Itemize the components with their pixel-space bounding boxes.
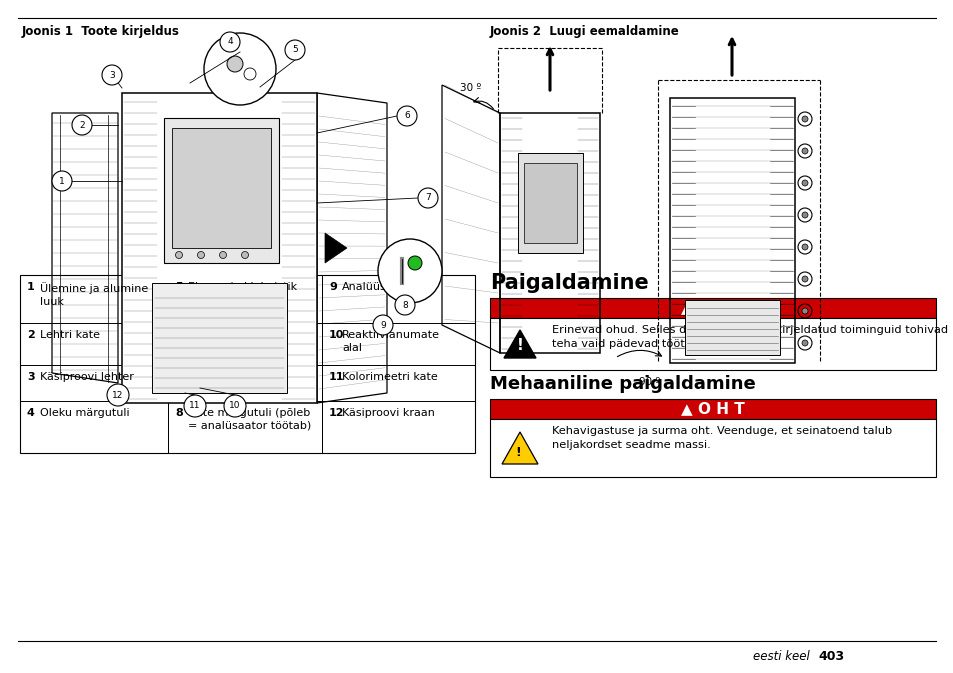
Text: 1: 1 (27, 282, 34, 292)
Polygon shape (503, 330, 536, 358)
Text: 7: 7 (174, 372, 183, 382)
Circle shape (801, 116, 807, 122)
Text: Ülemine ja alumine
luuk: Ülemine ja alumine luuk (40, 282, 148, 307)
Text: ▲ O H T: ▲ O H T (680, 301, 744, 316)
Circle shape (184, 395, 206, 417)
Circle shape (801, 308, 807, 314)
Text: 403: 403 (817, 649, 843, 662)
Text: Joonis 2  Luugi eemaldamine: Joonis 2 Luugi eemaldamine (490, 25, 679, 38)
Text: Joonis 1  Toote kirjeldus: Joonis 1 Toote kirjeldus (22, 25, 180, 38)
Circle shape (801, 148, 807, 154)
Circle shape (285, 40, 305, 60)
Circle shape (801, 244, 807, 250)
Circle shape (801, 180, 807, 186)
Circle shape (71, 115, 91, 135)
Text: 6: 6 (174, 330, 183, 340)
Text: 7: 7 (425, 194, 431, 203)
Circle shape (801, 276, 807, 282)
Text: 1: 1 (59, 176, 65, 186)
FancyBboxPatch shape (517, 153, 582, 253)
Text: 4: 4 (227, 38, 233, 46)
Text: !: ! (516, 339, 523, 353)
Text: 30 º: 30 º (459, 83, 480, 93)
Text: Erinevad ohud. Selles dokumendi osas kirjeldatud toiminguid tohivad
teha vaid pä: Erinevad ohud. Selles dokumendi osas kir… (552, 325, 947, 349)
Polygon shape (122, 93, 316, 403)
Circle shape (373, 315, 393, 335)
Polygon shape (152, 283, 287, 393)
FancyBboxPatch shape (490, 318, 935, 370)
Polygon shape (501, 432, 537, 464)
Polygon shape (325, 233, 347, 263)
Text: Kolorimeetri kate: Kolorimeetri kate (341, 372, 437, 382)
Circle shape (224, 395, 246, 417)
Text: Reaktiivianumate
alal: Reaktiivianumate alal (341, 330, 439, 353)
Text: ▲ O H T: ▲ O H T (680, 402, 744, 417)
Circle shape (52, 171, 71, 191)
Text: eesti keel: eesti keel (753, 649, 809, 662)
Text: 5: 5 (292, 46, 297, 55)
FancyBboxPatch shape (164, 118, 278, 263)
Text: 3: 3 (27, 372, 34, 382)
Text: 11: 11 (189, 402, 200, 411)
Text: SD-kaardi pesa: SD-kaardi pesa (188, 330, 272, 340)
Text: Toitelüliti: Toitelüliti (188, 372, 237, 382)
Circle shape (102, 65, 122, 85)
Text: 8: 8 (174, 408, 183, 418)
Circle shape (197, 252, 204, 258)
Circle shape (801, 212, 807, 218)
Text: Käsiproovi lehter: Käsiproovi lehter (40, 372, 133, 382)
Text: Analüüsipaneel: Analüüsipaneel (341, 282, 427, 292)
Circle shape (241, 252, 248, 258)
Text: 11: 11 (329, 372, 344, 382)
Circle shape (396, 106, 416, 126)
Text: Kehavigastuse ja surma oht. Veenduge, et seinatoend talub
neljakordset seadme ma: Kehavigastuse ja surma oht. Veenduge, et… (552, 426, 891, 450)
Circle shape (220, 32, 240, 52)
Text: 3: 3 (109, 71, 114, 79)
FancyBboxPatch shape (684, 300, 780, 355)
Text: Toite märgutuli (põleb
= analüsaator töötab): Toite märgutuli (põleb = analüsaator töö… (188, 408, 311, 431)
Circle shape (204, 33, 275, 105)
Circle shape (175, 252, 182, 258)
Circle shape (408, 256, 421, 270)
Text: 2: 2 (79, 120, 85, 129)
Circle shape (107, 384, 129, 406)
FancyBboxPatch shape (523, 163, 577, 243)
Text: Ekraan ja klahvistik: Ekraan ja klahvistik (188, 282, 296, 292)
Text: 10: 10 (329, 330, 344, 340)
FancyBboxPatch shape (490, 399, 935, 419)
Text: 9: 9 (379, 320, 385, 330)
Text: Mehaaniline paigaldamine: Mehaaniline paigaldamine (490, 375, 755, 393)
Text: 90 º: 90 º (639, 377, 659, 387)
FancyBboxPatch shape (490, 298, 935, 318)
Text: 12: 12 (112, 390, 124, 400)
Text: 6: 6 (404, 112, 410, 120)
Text: Oleku märgutuli: Oleku märgutuli (40, 408, 130, 418)
Text: 2: 2 (27, 330, 34, 340)
Circle shape (801, 340, 807, 346)
Text: Lehtri kate: Lehtri kate (40, 330, 100, 340)
Circle shape (395, 295, 415, 315)
FancyBboxPatch shape (490, 419, 935, 477)
Circle shape (227, 56, 243, 72)
FancyBboxPatch shape (172, 128, 271, 248)
Text: Käsiproovi kraan: Käsiproovi kraan (341, 408, 435, 418)
Circle shape (417, 188, 437, 208)
Text: 5: 5 (174, 282, 182, 292)
Circle shape (377, 239, 441, 303)
Text: Paigaldamine: Paigaldamine (490, 273, 648, 293)
Text: 8: 8 (402, 301, 408, 310)
Circle shape (219, 252, 226, 258)
Text: 12: 12 (329, 408, 344, 418)
Text: 10: 10 (229, 402, 240, 411)
Text: 9: 9 (329, 282, 336, 292)
Text: !: ! (515, 446, 520, 460)
Text: 4: 4 (27, 408, 35, 418)
